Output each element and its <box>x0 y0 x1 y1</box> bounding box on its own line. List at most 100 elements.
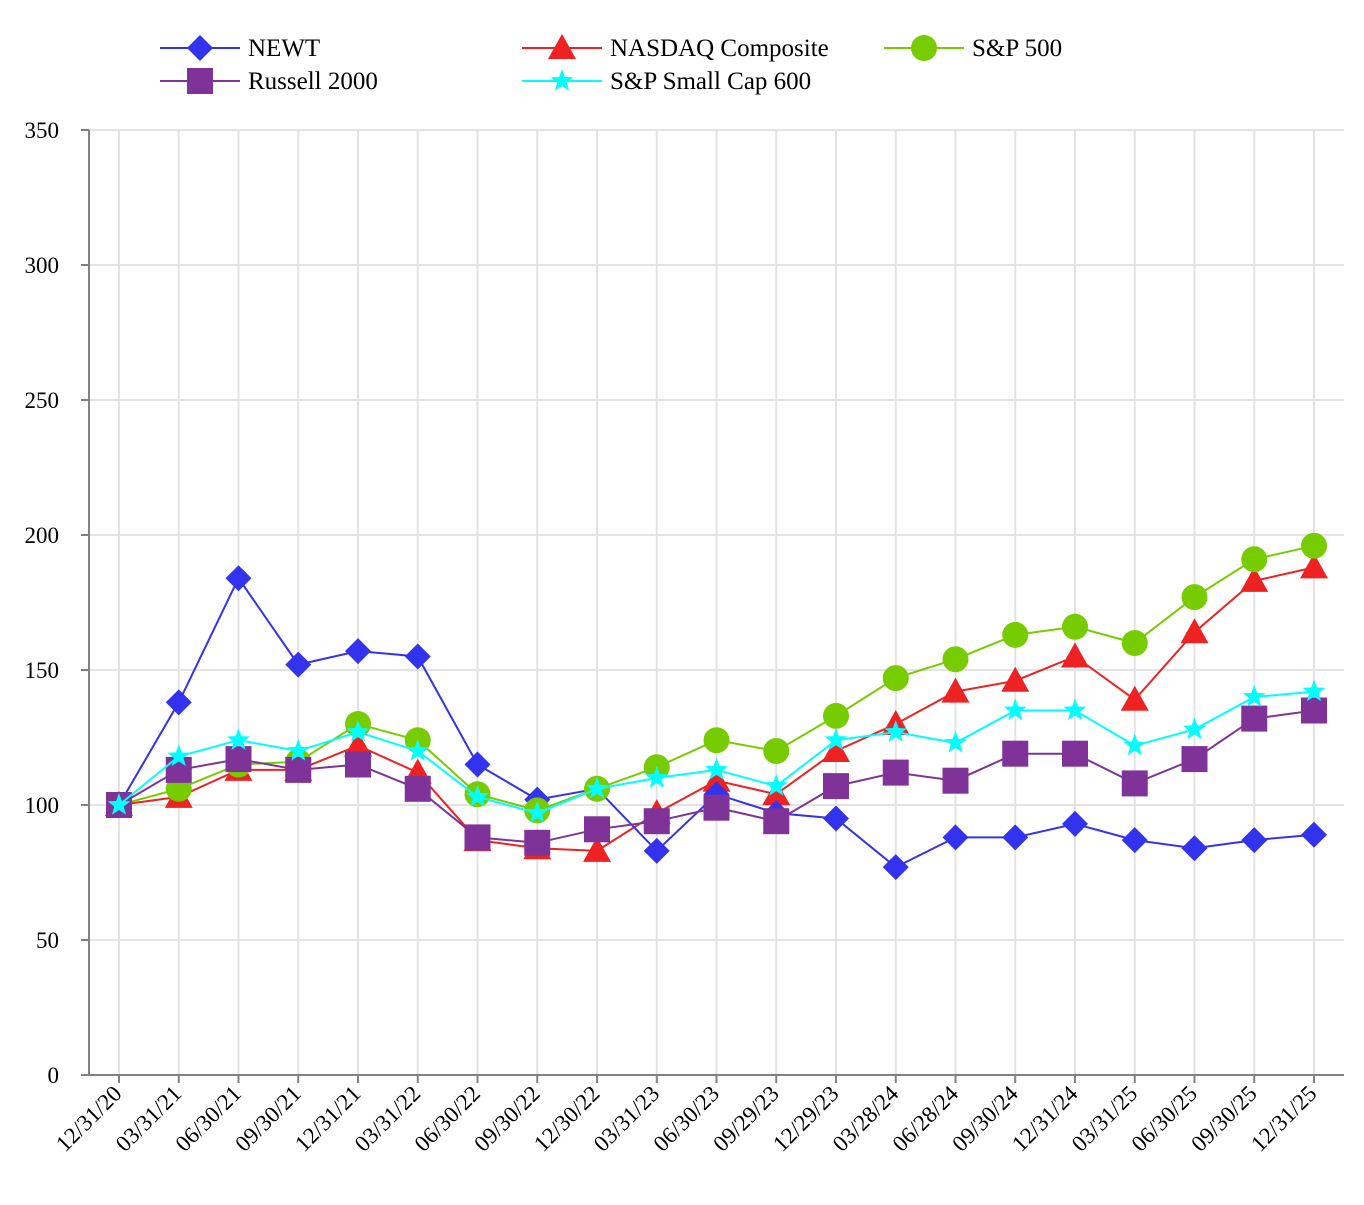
data-point-russell-2000 <box>225 746 252 773</box>
data-point-s-p-small-cap-600 <box>1003 698 1027 721</box>
data-point-russell-2000 <box>345 751 371 778</box>
x-tick-label: 12/30/22 <box>529 1081 605 1157</box>
data-point-newt <box>285 651 312 678</box>
data-point-s-p-500 <box>882 665 909 692</box>
data-point-s-p-small-cap-600 <box>1123 733 1147 756</box>
data-point-russell-2000 <box>464 824 491 851</box>
x-tick-label: 09/30/25 <box>1186 1081 1262 1157</box>
data-point-russell-2000 <box>643 808 670 835</box>
y-tick-label: 200 <box>25 523 60 548</box>
grid-layer <box>89 129 1344 1075</box>
data-point-russell-2000 <box>1181 746 1208 773</box>
data-point-nasdaq-composite <box>1300 553 1328 579</box>
x-tick-label: 12/31/21 <box>290 1081 366 1157</box>
data-point-russell-2000 <box>285 756 312 783</box>
data-point-s-p-small-cap-600 <box>645 766 669 788</box>
data-point-newt <box>1121 827 1148 854</box>
legend-marker <box>187 68 213 94</box>
x-tick-label: 03/31/21 <box>111 1081 187 1157</box>
y-tick-label: 250 <box>25 388 60 413</box>
data-point-s-p-small-cap-600 <box>1063 698 1087 721</box>
data-point-russell-2000 <box>524 829 551 856</box>
y-tick-label: 0 <box>48 1063 60 1088</box>
legend-item-s-p-500: S&P 500 <box>884 35 1062 62</box>
data-point-s-p-500 <box>942 646 969 673</box>
data-point-russell-2000 <box>1241 705 1268 732</box>
x-tick-label: 09/29/23 <box>708 1081 784 1157</box>
x-tick-label: 12/31/20 <box>51 1081 127 1157</box>
legend-marker <box>187 35 213 61</box>
data-point-newt <box>404 643 431 670</box>
data-point-nasdaq-composite <box>1240 566 1269 592</box>
legend: NEWT NASDAQ Composite S&P 500 Russell 2000 S… <box>160 34 1062 95</box>
x-tick-label: 03/31/23 <box>589 1081 665 1157</box>
data-point-russell-2000 <box>1062 740 1088 767</box>
data-point-s-p-small-cap-600 <box>406 739 430 761</box>
data-point-nasdaq-composite <box>762 780 791 806</box>
data-point-s-p-500 <box>1062 613 1088 640</box>
data-point-russell-2000 <box>882 759 909 786</box>
data-point-newt <box>225 565 252 592</box>
data-point-russell-2000 <box>584 816 610 843</box>
data-point-russell-2000 <box>763 808 790 835</box>
x-tick-label: 12/31/25 <box>1246 1081 1322 1157</box>
legend-item-nasdaq-composite: NASDAQ Composite <box>522 34 829 62</box>
data-point-s-p-500 <box>763 738 790 764</box>
data-point-s-p-small-cap-600 <box>167 744 191 767</box>
series-russell-2000 <box>106 697 1327 856</box>
data-point-s-p-small-cap-600 <box>346 720 370 742</box>
legend-marker <box>911 35 937 61</box>
x-tick-label: 06/30/23 <box>649 1081 725 1157</box>
data-point-newt <box>1301 821 1327 848</box>
x-tick-label: 06/30/21 <box>171 1081 247 1157</box>
data-point-newt <box>643 837 670 864</box>
data-point-nasdaq-composite <box>1180 618 1209 644</box>
data-point-s-p-small-cap-600 <box>107 793 131 815</box>
x-tick-label: 09/30/22 <box>469 1081 545 1157</box>
data-point-nasdaq-composite <box>1061 642 1089 668</box>
x-tick-label: 03/31/22 <box>350 1081 426 1157</box>
y-tick-label: 300 <box>25 253 60 278</box>
series-layer <box>105 532 1328 881</box>
x-tick-label: 12/29/23 <box>768 1081 844 1157</box>
data-point-russell-2000 <box>703 794 730 821</box>
x-tick-label: 06/28/24 <box>888 1081 964 1157</box>
data-point-newt <box>345 638 371 665</box>
data-point-nasdaq-composite <box>702 766 731 792</box>
data-point-nasdaq-composite <box>941 677 970 703</box>
data-point-s-p-500 <box>1121 630 1148 656</box>
legend-label: NEWT <box>248 35 320 62</box>
x-tick-label: 06/30/25 <box>1127 1081 1203 1157</box>
legend-marker <box>548 34 576 59</box>
data-point-s-p-500 <box>1241 546 1268 573</box>
x-tick-label: 03/31/25 <box>1067 1081 1143 1157</box>
data-point-s-p-small-cap-600 <box>944 730 967 753</box>
data-point-s-p-small-cap-600 <box>1183 717 1206 740</box>
data-point-nasdaq-composite <box>822 737 850 762</box>
data-point-newt <box>1062 810 1088 837</box>
data-point-newt <box>464 751 491 778</box>
x-tick-label: 09/30/21 <box>230 1081 306 1157</box>
data-point-russell-2000 <box>1121 770 1148 797</box>
data-point-s-p-small-cap-600 <box>585 776 609 799</box>
data-point-s-p-small-cap-600 <box>705 757 728 780</box>
data-point-newt <box>942 824 969 851</box>
data-point-s-p-small-cap-600 <box>466 784 489 807</box>
data-point-s-p-500 <box>1002 621 1029 648</box>
data-point-russell-2000 <box>1301 697 1327 724</box>
data-point-s-p-500 <box>1301 532 1327 559</box>
data-point-nasdaq-composite <box>1001 666 1030 692</box>
data-point-newt <box>165 689 192 716</box>
y-tick-label: 350 <box>25 118 60 143</box>
legend-label: NASDAQ Composite <box>610 35 829 62</box>
legend-label: S&P 500 <box>972 35 1062 62</box>
data-point-newt <box>1181 835 1208 862</box>
legend-marker <box>550 69 574 91</box>
data-point-s-p-small-cap-600 <box>525 801 549 823</box>
y-tick-label: 150 <box>25 658 60 683</box>
x-tick-label: 09/30/24 <box>947 1081 1023 1157</box>
data-point-newt <box>1002 824 1029 851</box>
data-point-s-p-500 <box>703 727 730 754</box>
data-point-s-p-500 <box>823 702 849 729</box>
